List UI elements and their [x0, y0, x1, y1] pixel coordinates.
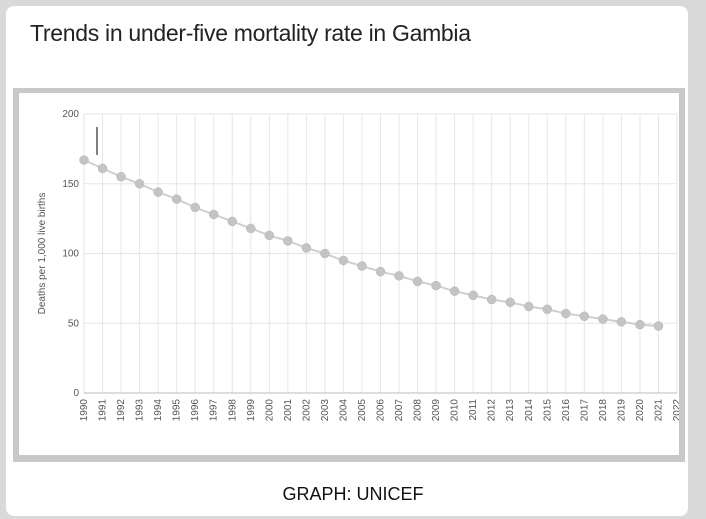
data-point: [208, 209, 219, 220]
x-tick-label: 2014: [524, 399, 535, 422]
x-tick-label: 2010: [450, 399, 461, 422]
data-point: [431, 280, 441, 291]
x-tick-label: 2020: [635, 399, 646, 422]
page-title: Trends in under-five mortality rate in G…: [30, 20, 471, 46]
x-tick-label: 1993: [135, 399, 146, 422]
data-point: [542, 304, 553, 315]
x-tick-label: 2004: [338, 399, 349, 422]
data-point: [97, 163, 108, 174]
x-tick-label: 1990: [79, 399, 90, 422]
data-point: [301, 243, 312, 253]
source-credit: GRAPH: UNICEF: [282, 484, 424, 504]
x-tick-label: 2006: [376, 399, 387, 422]
x-tick-label: 1991: [98, 399, 109, 422]
chart-svg: 0 50 100 150 200 1990 1991 1992 1993 1994 1995 1996…: [37, 109, 683, 422]
x-tick-label: 2022: [672, 399, 679, 422]
data-point: [561, 308, 571, 319]
data-point: [134, 179, 145, 189]
y-axis-label: Deaths per 1,000 live births: [37, 193, 48, 315]
data-point: [227, 216, 237, 227]
series-line: [83, 159, 659, 327]
x-tick-label: 1999: [246, 399, 257, 422]
data-point: [338, 255, 349, 266]
x-tick-label: 2009: [431, 399, 442, 422]
x-tick-label: 1992: [116, 399, 127, 422]
data-point: [394, 271, 404, 281]
data-point: [486, 294, 497, 305]
data-point: [190, 202, 200, 213]
data-point: [375, 266, 386, 277]
x-tick-label: 2021: [653, 399, 664, 422]
x-tick-label: 1998: [227, 399, 238, 422]
data-point: [153, 187, 163, 197]
data-point: [320, 248, 330, 259]
y-tick-label: 150: [62, 179, 79, 190]
x-tick-label: 2001: [283, 399, 294, 422]
y-tick-label: 200: [62, 109, 79, 120]
data-point: [616, 317, 627, 327]
data-point: [264, 230, 275, 241]
x-tick-label: 2019: [616, 399, 627, 422]
x-tick-label: 1996: [190, 399, 201, 422]
data-point: [449, 286, 460, 296]
x-tick-label: 2017: [579, 399, 590, 422]
x-tick-label: 2000: [264, 399, 275, 422]
y-tick-label: 100: [62, 249, 79, 260]
x-tick-label: 2013: [505, 399, 516, 422]
x-tick-label: 2015: [542, 399, 553, 422]
data-point: [579, 311, 590, 322]
data-point: [171, 194, 182, 204]
data-point: [635, 319, 645, 330]
x-tick-label: 2005: [357, 399, 368, 422]
x-tick-label: 2003: [320, 399, 331, 422]
data-point: [653, 321, 664, 331]
data-point: [524, 301, 534, 312]
card: Trends in under-five mortality rate in G…: [6, 6, 688, 516]
data-point: [79, 155, 89, 165]
data-point: [505, 297, 515, 308]
x-tick-label: 2011: [468, 399, 479, 421]
x-tick-label: 1994: [153, 399, 164, 422]
data-point: [412, 276, 423, 287]
x-tick-label: 2008: [413, 399, 424, 422]
y-tick-label: 0: [73, 388, 79, 399]
data-point: [357, 261, 367, 271]
x-tick-label: 2002: [301, 399, 312, 422]
x-tick-label: 2007: [394, 399, 405, 422]
data-point: [116, 172, 126, 182]
x-tick-label: 1995: [172, 399, 183, 422]
chart-frame: 0 50 100 150 200 1990 1991 1992 1993 1994 1995 1996…: [13, 88, 685, 462]
data-point: [283, 236, 293, 246]
data-point: [246, 223, 256, 234]
data-point: [598, 314, 608, 324]
y-tick-label: 50: [68, 318, 80, 329]
x-tick-label: 1997: [209, 399, 220, 422]
chart-container: 0 50 100 150 200 1990 1991 1992 1993 1994 1995 1996…: [19, 93, 683, 455]
x-tick-label: 2018: [598, 399, 609, 422]
x-tick-label: 2012: [487, 399, 498, 422]
x-tick-label: 2016: [561, 399, 572, 422]
data-point: [468, 290, 478, 301]
